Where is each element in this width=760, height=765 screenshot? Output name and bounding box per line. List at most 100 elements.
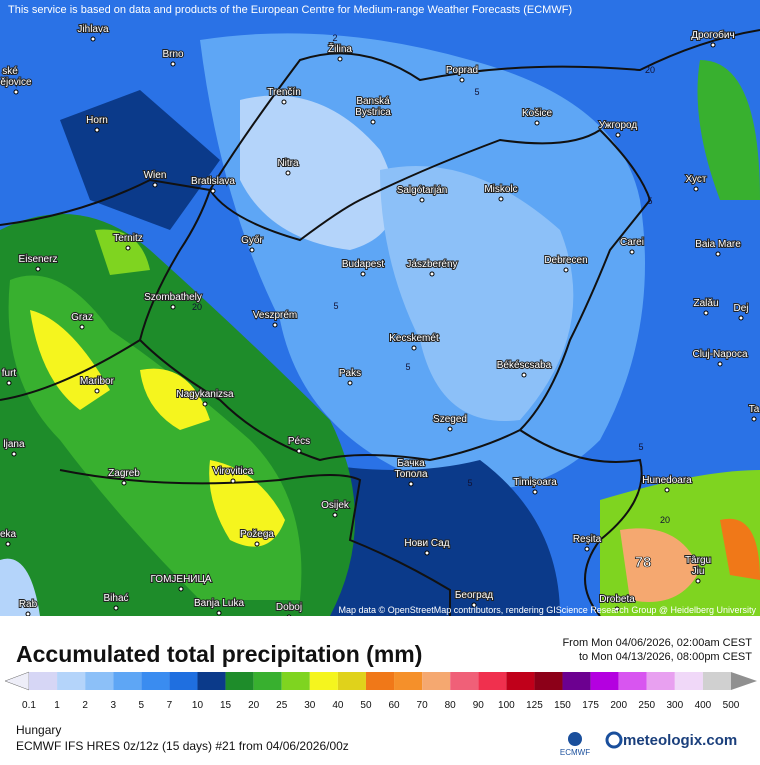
legend-arrow-right (731, 672, 757, 690)
city-dot (534, 120, 540, 126)
city-label: Szeged (433, 414, 467, 425)
city-label: Бачка (397, 458, 425, 469)
city-label: Szombathely (144, 292, 202, 303)
contour-label: 20 (660, 515, 670, 525)
city-dot (429, 271, 435, 277)
city-dot (113, 605, 119, 611)
city-label: Bihać (103, 593, 128, 604)
legend-label: 10 (192, 700, 204, 711)
ecmwf-icon (568, 732, 582, 746)
city-label: Paks (339, 368, 361, 379)
city-label: ljana (3, 439, 25, 450)
city-label: Salgótarján (397, 185, 448, 196)
legend-swatch (450, 672, 479, 690)
city-dot (717, 361, 723, 367)
city-dot (170, 304, 176, 310)
city-label: Rab (19, 599, 38, 610)
legend-swatch (169, 672, 198, 690)
city-label: Békéscsaba (497, 360, 552, 371)
city-dot (216, 610, 222, 616)
legend-label: 90 (473, 700, 485, 711)
city-label: Zalău (693, 298, 718, 309)
city-label: Banská (356, 96, 390, 107)
legend-label: 0.1 (22, 700, 36, 711)
city-dot (296, 448, 302, 454)
period-from: From Mon 04/06/2026, 02:00am CEST (562, 637, 752, 649)
city-dot (94, 388, 100, 394)
legend-swatch (57, 672, 86, 690)
city-dot (170, 61, 176, 67)
city-label: Košice (522, 108, 552, 119)
city-label: Cluj-Napoca (692, 349, 747, 360)
city-dot (615, 132, 621, 138)
city-dot (459, 77, 465, 83)
city-label: furt (2, 368, 17, 379)
city-label: Bystrica (355, 107, 391, 118)
city-label: Timișoara (513, 477, 557, 488)
city-dot (79, 324, 85, 330)
legend-swatch (113, 672, 142, 690)
legend-swatch (590, 672, 619, 690)
city-label: Kecskemét (389, 333, 439, 344)
city-label: Horn (86, 115, 108, 126)
city-dot (408, 470, 414, 476)
legend-swatch (394, 672, 423, 690)
legend-label: 40 (332, 700, 344, 711)
city-label: Drobeta (599, 594, 635, 605)
city-dot (272, 322, 278, 328)
city-dot (7, 78, 13, 84)
contour-label: 5 (638, 442, 643, 452)
legend-label: 25 (276, 700, 288, 711)
city-label: Ужгород (599, 120, 638, 131)
city-dot (447, 426, 453, 432)
city-dot (281, 99, 287, 105)
region: Hungary (16, 723, 61, 737)
city-dot (703, 310, 709, 316)
legend-swatch (702, 672, 731, 690)
legend-swatch (85, 672, 114, 690)
legend-label: 70 (417, 700, 429, 711)
city-label: Poprad (446, 65, 478, 76)
legend-label: 100 (498, 700, 515, 711)
legend-label: 175 (582, 700, 599, 711)
contour-label: 2 (332, 33, 337, 43)
legend-swatch (253, 672, 282, 690)
city-dot (738, 315, 744, 321)
legend-label: 1 (54, 700, 60, 711)
legend-label: 80 (445, 700, 457, 711)
borders (0, 29, 760, 617)
city-dot (337, 56, 343, 62)
precip-field (0, 0, 760, 616)
city-dot (332, 512, 338, 518)
city-label: Virovitica (213, 466, 254, 477)
city-label: Wien (144, 170, 167, 181)
city-dot (695, 567, 701, 573)
city-label: Budapest (342, 259, 384, 270)
model-run: ECMWF IFS HRES 0z/12z (15 days) #21 from… (16, 739, 349, 753)
meteologix-icon (605, 731, 623, 749)
contour-label: 5 (333, 301, 338, 311)
contour-label: 78 (635, 554, 652, 571)
period-to: to Mon 04/13/2026, 08:00pm CEST (579, 651, 752, 663)
city-label: Brno (162, 49, 184, 60)
ecmwf-logo: ECMWF (560, 748, 590, 757)
city-dot (370, 108, 376, 114)
legend-swatch (618, 672, 647, 690)
city-label: Doboj (276, 602, 302, 613)
city-label: eka (0, 529, 16, 540)
city-label: Veszprém (253, 310, 297, 321)
city-dot (285, 170, 291, 176)
city-label: Baia Mare (695, 239, 741, 250)
city-dot (419, 197, 425, 203)
legend-swatch (309, 672, 338, 690)
city-label: Pécs (288, 436, 310, 447)
city-dot (254, 541, 260, 547)
legend-label: 30 (304, 700, 316, 711)
city-dot (563, 267, 569, 273)
city-dot (202, 401, 208, 407)
city-dot (471, 602, 477, 608)
city-dot (693, 186, 699, 192)
city-dot (532, 489, 538, 495)
city-label: ské (2, 66, 18, 77)
city-dot (25, 611, 31, 617)
